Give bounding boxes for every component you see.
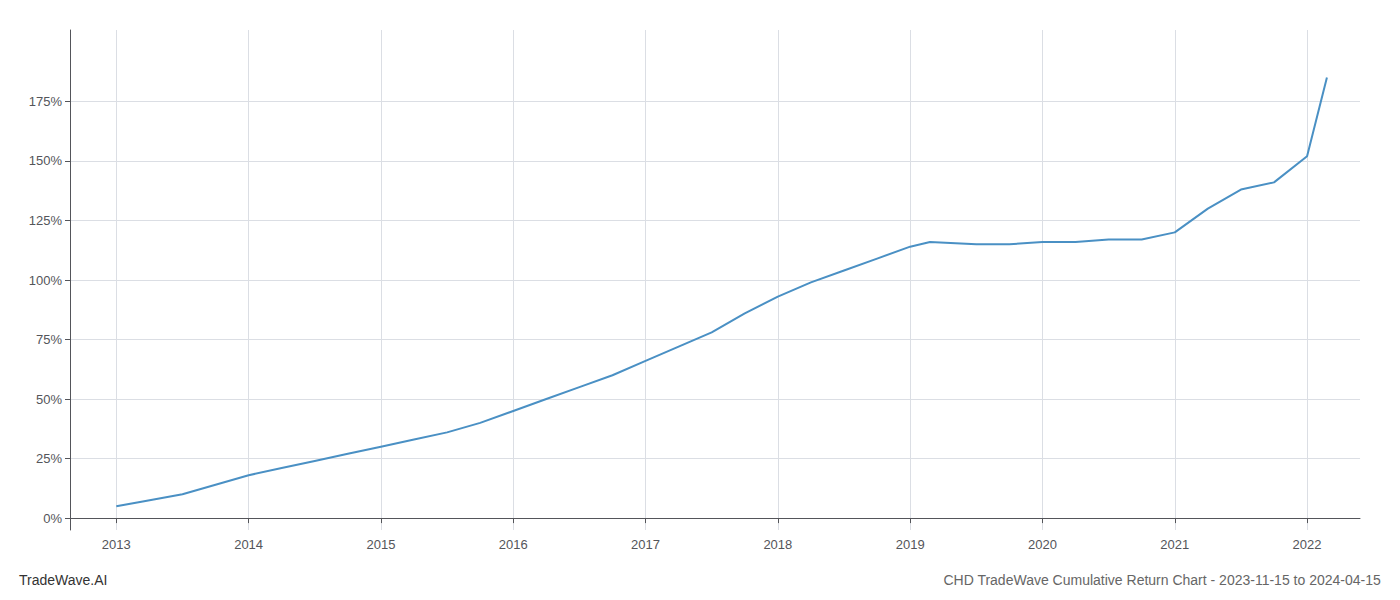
- svg-text:TradeWave.AI: TradeWave.AI: [19, 572, 107, 588]
- svg-text:2015: 2015: [366, 537, 395, 552]
- svg-text:2013: 2013: [102, 537, 131, 552]
- svg-text:2021: 2021: [1160, 537, 1189, 552]
- svg-text:2022: 2022: [1293, 537, 1322, 552]
- svg-text:2016: 2016: [499, 537, 528, 552]
- svg-text:125%: 125%: [29, 213, 63, 228]
- svg-text:2020: 2020: [1028, 537, 1057, 552]
- svg-text:CHD TradeWave Cumulative Retur: CHD TradeWave Cumulative Return Chart - …: [943, 572, 1381, 588]
- svg-text:150%: 150%: [29, 153, 63, 168]
- svg-text:100%: 100%: [29, 273, 63, 288]
- svg-text:75%: 75%: [36, 332, 62, 347]
- svg-text:2017: 2017: [631, 537, 660, 552]
- svg-text:175%: 175%: [29, 94, 63, 109]
- svg-text:2014: 2014: [234, 537, 263, 552]
- svg-text:2018: 2018: [763, 537, 792, 552]
- svg-text:0%: 0%: [43, 511, 62, 526]
- svg-text:2019: 2019: [896, 537, 925, 552]
- svg-text:25%: 25%: [36, 451, 62, 466]
- svg-text:50%: 50%: [36, 392, 62, 407]
